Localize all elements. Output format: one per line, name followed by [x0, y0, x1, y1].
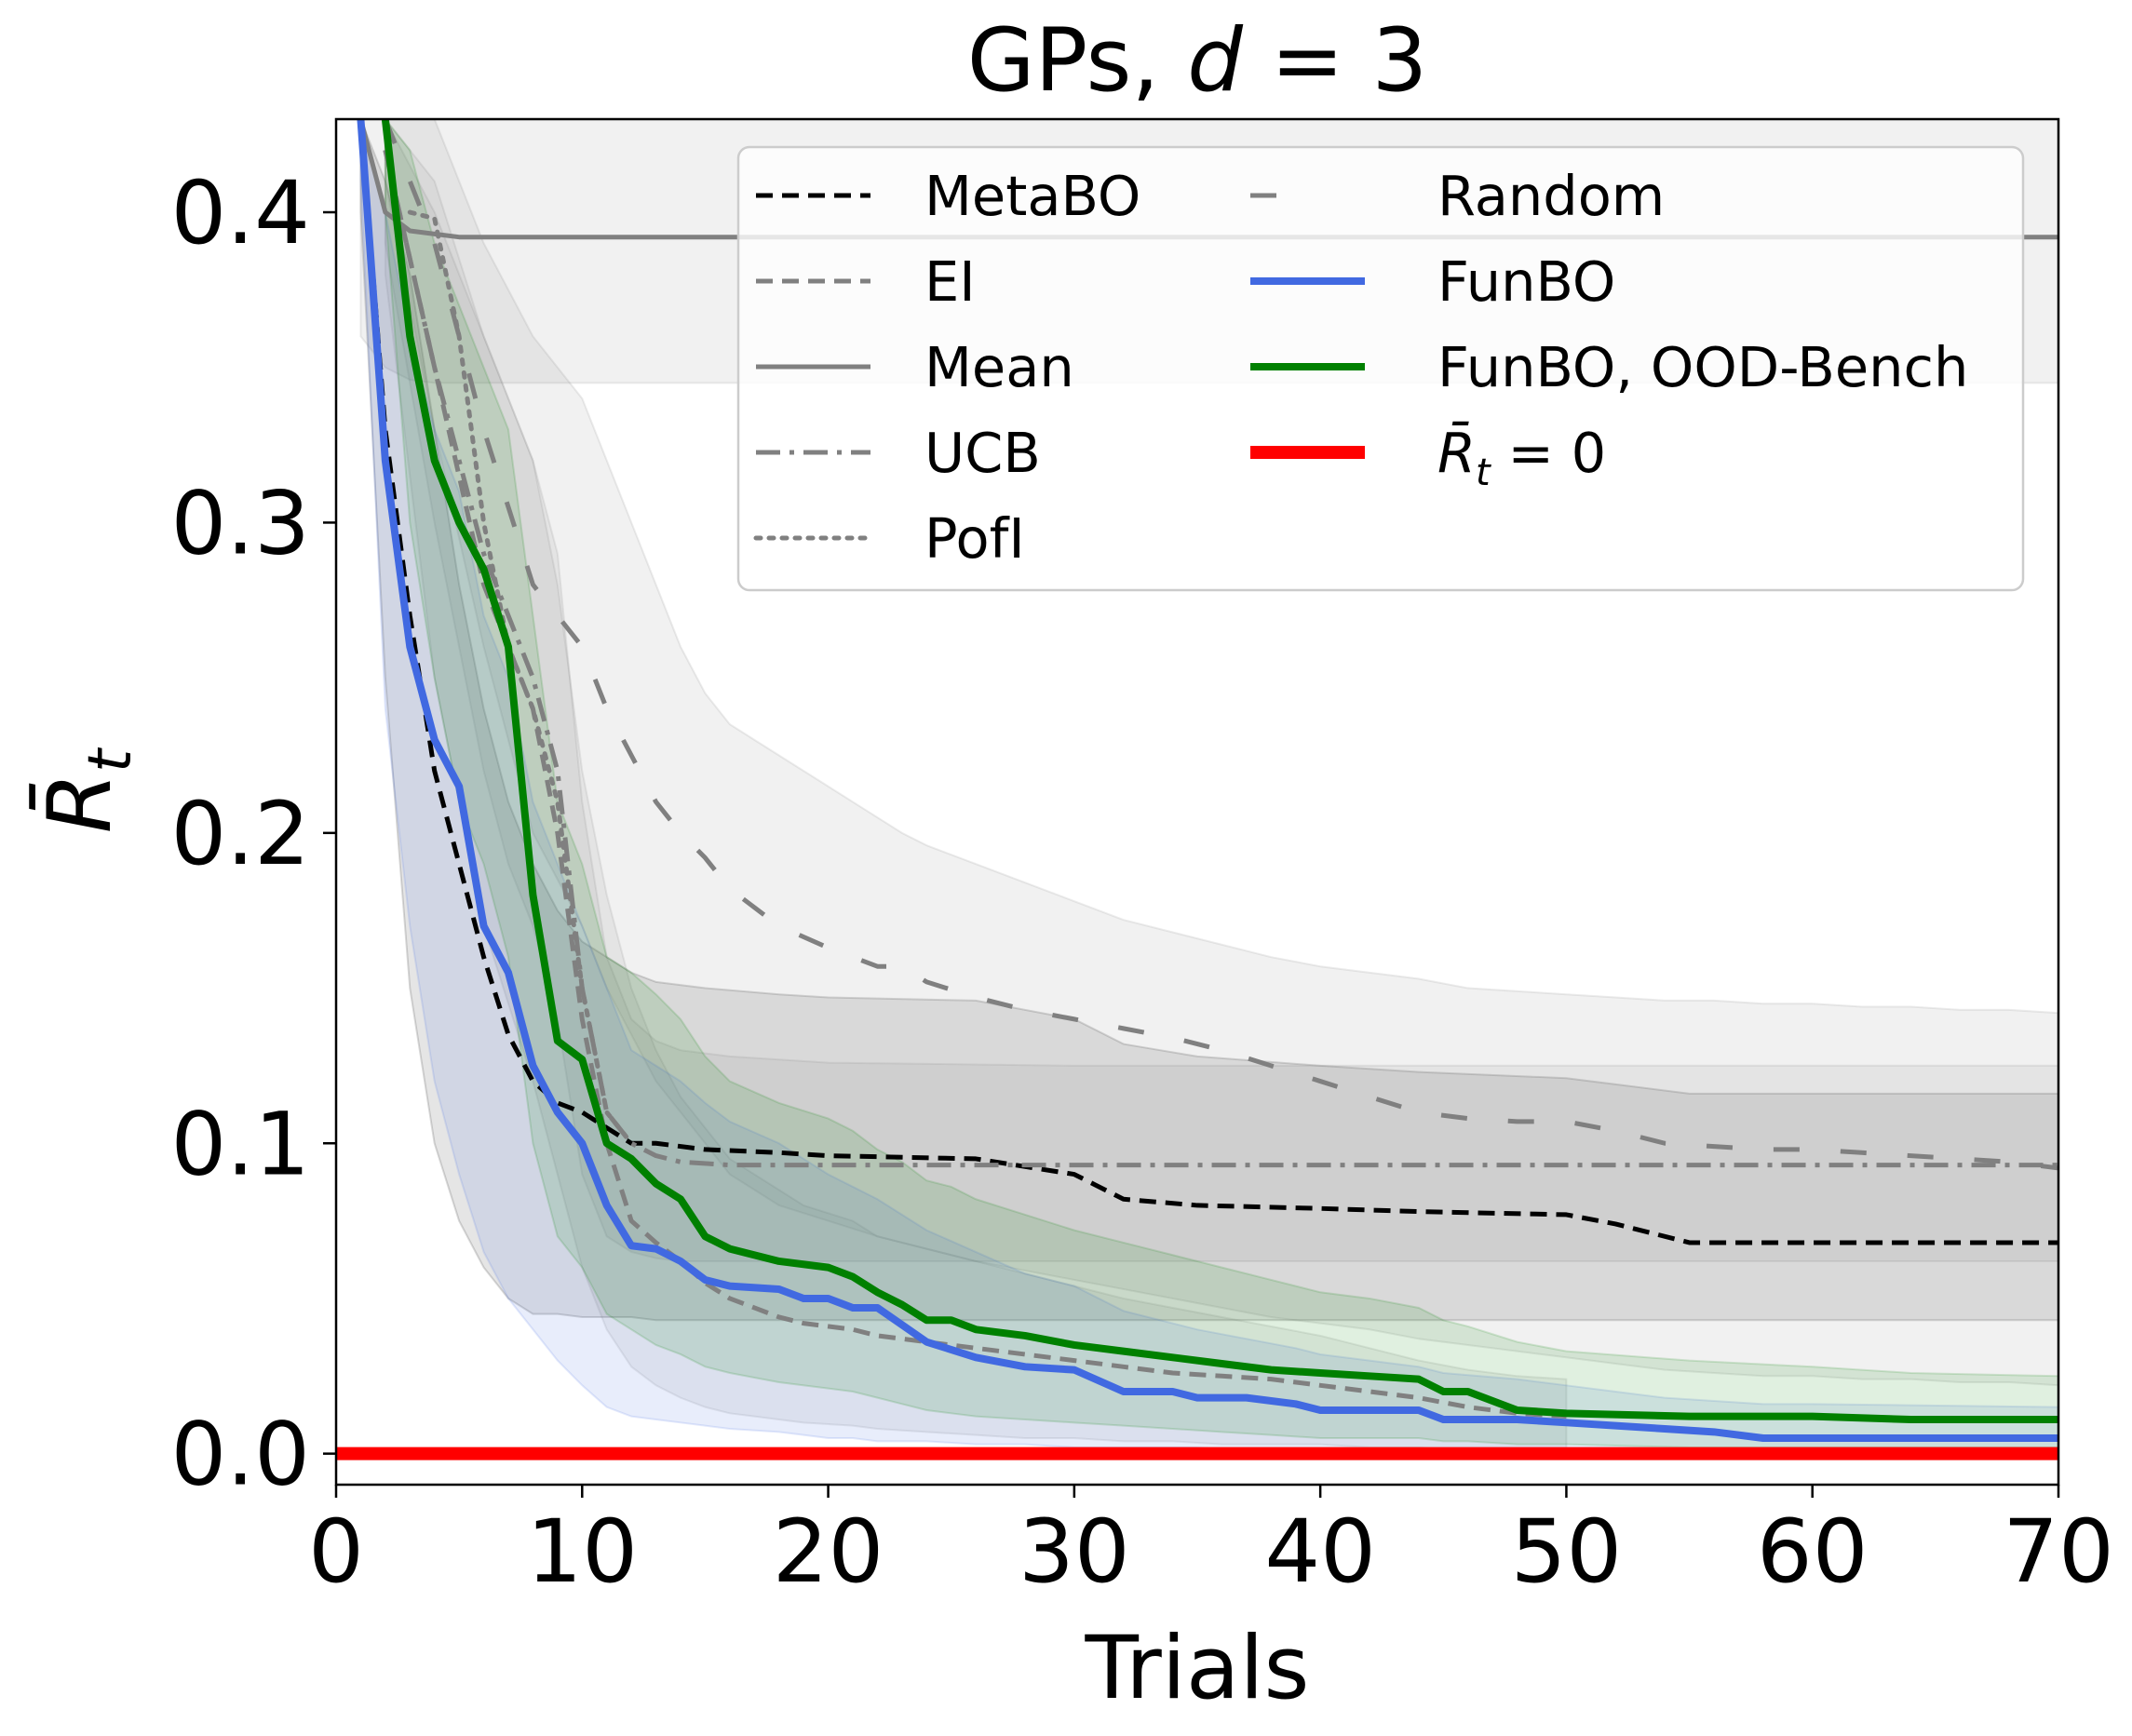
- y-axis-label-main: R̄: [28, 773, 131, 833]
- legend-box: [736, 145, 2025, 592]
- legend: MetaBO EI Mean UCB PofI Random FunBO FunBO, OOD…: [736, 145, 2025, 592]
- y-tick-label: 0.0: [171, 1405, 311, 1506]
- legend-label-r: R̄t = 0: [1437, 420, 1606, 494]
- legend-label-funbo: FunBO: [1437, 249, 1615, 314]
- x-tick-label: 0: [308, 1501, 364, 1603]
- band-random: [384, 119, 2058, 1387]
- series-line-ucb: [383, 149, 2058, 1168]
- x-tick-label: 10: [526, 1501, 638, 1603]
- x-axis-label: Trials: [1084, 1618, 1309, 1719]
- series-line-funbo: [357, 119, 2058, 1442]
- legend-label-ei: EI: [924, 249, 976, 314]
- legend-label-metabo: MetaBO: [924, 164, 1140, 228]
- legend-label-mean: Mean: [924, 335, 1074, 399]
- chart-title: GPs, d = 3: [967, 10, 1428, 112]
- y-tick-label: 0.1: [171, 1094, 311, 1195]
- title-variable: d: [1187, 10, 1244, 112]
- x-axis: 0 10 20 30 40 50 60 70: [308, 1485, 2114, 1603]
- x-tick-label: 60: [1757, 1501, 1869, 1603]
- y-tick-label: 0.3: [171, 473, 311, 574]
- series-line-funbo-ood-bench: [381, 119, 2058, 1423]
- legend-label-random: Random: [1437, 164, 1665, 228]
- series-line-random: [383, 119, 2058, 1171]
- band-funbo-ood-bench: [384, 119, 2058, 1448]
- svg-text:R̄t: R̄t: [28, 747, 145, 833]
- band-funbo: [359, 119, 2058, 1452]
- y-axis-label: R̄t: [28, 747, 145, 833]
- y-tick-label: 0.2: [171, 784, 311, 885]
- legend-label-pofi: PofI: [924, 506, 1025, 571]
- title-rest: = 3: [1243, 10, 1427, 112]
- legend-label-ucb: UCB: [924, 421, 1041, 485]
- title-prefix: GPs,: [967, 10, 1188, 112]
- x-tick-label: 20: [773, 1501, 884, 1603]
- x-tick-label: 40: [1264, 1501, 1376, 1603]
- legend-label-funbo-ood-bench: FunBO, OOD-Bench: [1437, 335, 1968, 399]
- plot-frame: [334, 117, 2060, 1487]
- y-axis-label-subscript: t: [76, 747, 145, 773]
- series-line-pofi: [407, 209, 634, 1146]
- x-tick-label: 30: [1019, 1501, 1130, 1603]
- y-tick-label: 0.4: [171, 163, 311, 264]
- series-line-metabo: [358, 119, 2058, 1245]
- y-axis: 0.0 0.1 0.2 0.3 0.4: [171, 163, 336, 1506]
- series-line-ei: [383, 149, 1567, 1420]
- band-metabo: [359, 119, 2058, 1322]
- x-tick-label: 50: [1511, 1501, 1623, 1603]
- x-tick-label: 70: [2003, 1501, 2114, 1603]
